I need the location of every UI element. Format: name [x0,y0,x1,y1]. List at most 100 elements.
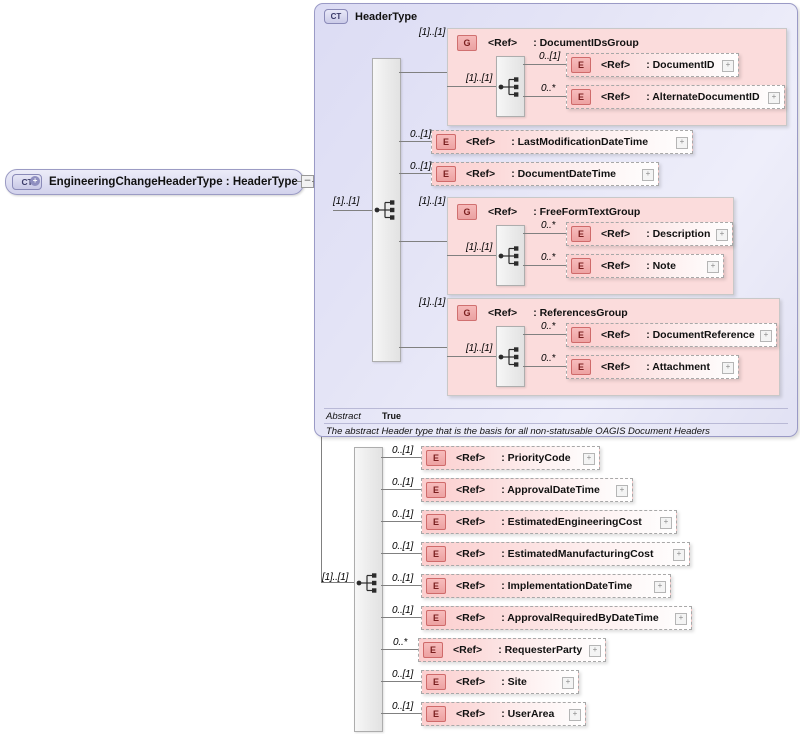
cardinality-approvalrequiredbydatetime: 0..[1] [392,605,414,616]
cardinality-attachment: 0..* [541,353,556,364]
expand-icon[interactable]: + [569,709,581,721]
element-icon: E [426,514,446,530]
expand-icon[interactable]: + [760,330,772,342]
headertype-name: HeaderType [355,10,418,23]
element-name: : PriorityCode [501,452,571,464]
expand-icon[interactable]: + [616,485,628,497]
main-sequence-bar[interactable] [372,58,401,362]
cardinality-userarea: 0..[1] [392,701,414,712]
element-documentid[interactable]: E <Ref> : DocumentID + [566,53,739,77]
group-header: G <Ref> : FreeFormTextGroup [457,204,640,220]
element-icon: E [426,546,446,562]
expand-icon[interactable]: + [768,92,780,104]
element-ref-label: <Ref> [601,361,631,373]
branch-approvalrequiredbydatetime [381,617,421,618]
sequence-bar-freeformtextgroup[interactable] [496,225,525,286]
root-type-label: EngineeringChangeHeaderType : HeaderType [49,176,298,188]
element-ref-label: <Ref> [601,91,631,103]
group-name: : ReferencesGroup [533,307,628,319]
element-approvaldatetime[interactable]: E <Ref> : ApprovalDateTime + [421,478,633,502]
expand-icon[interactable]: + [722,362,734,374]
documentation-text: The abstract Header type that is the bas… [326,426,710,437]
element-documentdatetime[interactable]: E <Ref> : DocumentDateTime + [431,162,659,186]
branch-documentidsgroup [399,72,447,73]
expand-icon[interactable]: + [583,453,595,465]
element-requesterparty[interactable]: E <Ref> : RequesterParty + [418,638,606,662]
element-userarea[interactable]: E <Ref> : UserArea + [421,702,586,726]
extension-sequence-bar[interactable] [354,447,383,732]
element-name: : DocumentReference [646,329,755,341]
branch-userarea [381,713,421,714]
element-approvalrequiredbydatetime[interactable]: E <Ref> : ApprovalRequiredByDateTime + [421,606,692,630]
cardinality-approvaldatetime: 0..[1] [392,477,414,488]
sequence-bar-referencesgroup[interactable] [496,326,525,387]
expand-icon[interactable]: + [716,229,728,241]
complex-type-icon: CT + [12,174,42,190]
connector-to-main-sequence [333,210,372,211]
element-ref-label: <Ref> [456,612,486,624]
complex-type-icon: CT [324,9,348,24]
expand-icon[interactable]: + [589,645,601,657]
group-freeformtextgroup[interactable]: G <Ref> : FreeFormTextGroup [447,197,734,295]
element-site[interactable]: E <Ref> : Site + [421,670,579,694]
element-ref-label: <Ref> [601,228,631,240]
element-prioritycode[interactable]: E <Ref> : PriorityCode + [421,446,600,470]
group-icon: G [457,305,477,321]
element-note[interactable]: E <Ref> : Note + [566,254,724,278]
element-estimatedmanufacturingcost[interactable]: E <Ref> : EstimatedManufacturingCost + [421,542,690,566]
branch-documentdatetime [399,173,431,174]
element-ref-label: <Ref> [456,452,486,464]
branch-attachment [523,366,566,367]
element-documentreference[interactable]: E <Ref> : DocumentReference + [566,323,777,347]
cardinality-site: 0..[1] [392,669,414,680]
element-attachment[interactable]: E <Ref> : Attachment + [566,355,739,379]
sequence-bar-documentidsgroup[interactable] [496,56,525,117]
element-implementationdatetime[interactable]: E <Ref> : ImplementationDateTime + [421,574,671,598]
cardinality-requesterparty: 0..* [393,637,408,648]
expand-icon[interactable]: + [707,261,719,273]
cardinality-freeformtextgroup: [1]..[1] [419,196,446,207]
element-estimatedengineeringcost[interactable]: E <Ref> : EstimatedEngineeringCost + [421,510,677,534]
branch-site [381,681,421,682]
cardinality-headertype: [1]..[1] [333,196,360,207]
element-name: : EstimatedEngineeringCost [501,516,642,528]
element-icon: E [571,359,591,375]
element-icon: E [426,674,446,690]
connector-trunk-to-extension [321,582,354,583]
element-name: : DocumentID [646,59,715,71]
element-icon: E [571,57,591,73]
plus-circle-icon: + [30,176,40,186]
expand-icon[interactable]: + [562,677,574,689]
sequence-icon [498,246,519,266]
expand-icon[interactable]: + [660,517,672,529]
branch-lastmodificationdatetime [399,141,431,142]
cardinality-note: 0..* [541,252,556,263]
element-description[interactable]: E <Ref> : Description + [566,222,733,246]
element-alternatedocumentid[interactable]: E <Ref> : AlternateDocumentID + [566,85,785,109]
expand-icon[interactable]: + [675,613,687,625]
element-lastmodificationdatetime[interactable]: E <Ref> : LastModificationDateTime + [431,130,693,154]
root-type-node[interactable]: CT + EngineeringChangeHeaderType : Heade… [5,169,304,195]
cardinality-implementationdatetime: 0..[1] [392,573,414,584]
expand-icon[interactable]: + [722,60,734,72]
expand-icon[interactable]: + [673,549,685,561]
cardinality-alternatedocumentid: 0..* [541,83,556,94]
expand-icon[interactable]: + [654,581,666,593]
element-ref-label: <Ref> [601,59,631,71]
element-ref-label: <Ref> [456,676,486,688]
element-name: : ApprovalRequiredByDateTime [501,612,659,624]
cardinality-extension: [1]..[1] [322,572,349,583]
element-ref-label: <Ref> [601,329,631,341]
expand-icon[interactable]: + [642,169,654,181]
element-icon: E [436,134,456,150]
headertype-annotation: Abstract True The abstract Header type th… [324,408,788,438]
branch-implementationdatetime [381,585,421,586]
element-ref-label: <Ref> [456,580,486,592]
cardinality-documentdatetime: 0..[1] [410,161,432,172]
branch-documentid [523,64,566,65]
abstract-value: True [382,411,402,421]
element-name: : EstimatedManufacturingCost [501,548,654,560]
element-name: : ApprovalDateTime [501,484,600,496]
expand-icon[interactable]: + [676,137,688,149]
sequence-icon [356,573,377,593]
